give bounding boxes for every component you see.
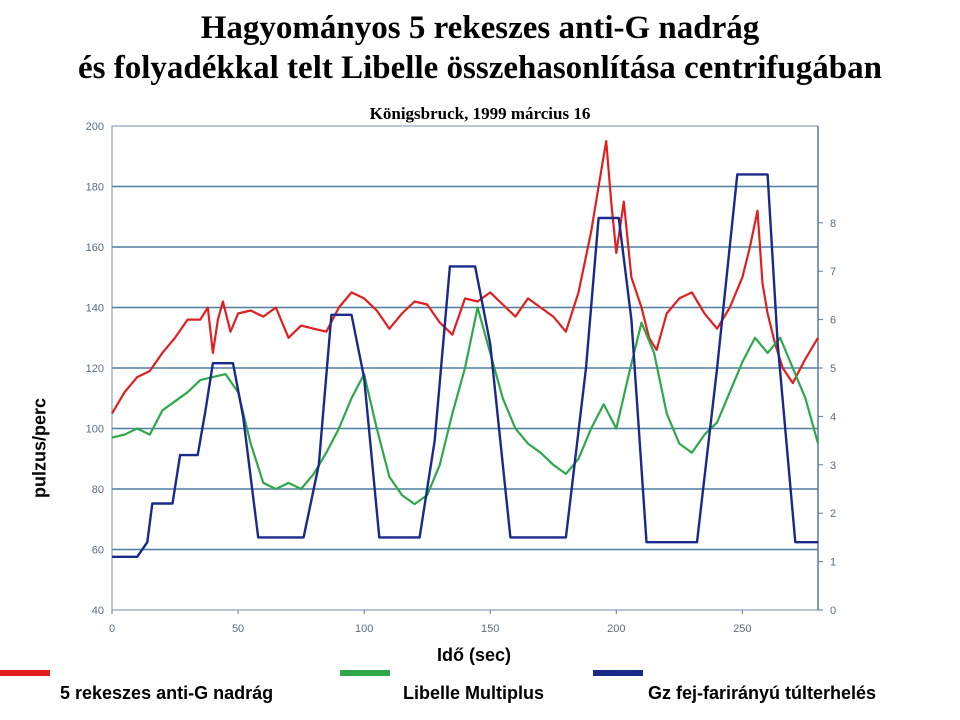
y2-tick-label: 3: [830, 460, 836, 472]
x-tick-label: 250: [733, 623, 751, 635]
y2-tick-label: 7: [830, 266, 836, 278]
legend-label-series-1: Libelle Multiplus: [403, 683, 545, 703]
x-axis-label: Idő (sec): [437, 645, 512, 665]
y2-tick-label: 2: [830, 508, 836, 520]
legend-label-series-0: 5 rekeszes anti-G nadrág: [60, 683, 274, 703]
legend-swatch-series-1: [340, 670, 390, 676]
y-tick-label: 120: [86, 363, 104, 375]
y-tick-label: 40: [92, 605, 104, 617]
chart-title-line2: és folyadékkal telt Libelle összehasonlí…: [78, 50, 882, 86]
y-tick-label: 200: [86, 121, 104, 133]
y2-tick-label: 1: [830, 557, 836, 569]
y2-tick-label: 0: [830, 605, 836, 617]
y2-tick-label: 6: [830, 315, 836, 327]
x-tick-label: 150: [481, 623, 499, 635]
x-tick-label: 200: [607, 623, 625, 635]
y-tick-label: 100: [86, 424, 104, 436]
x-tick-label: 50: [232, 623, 244, 635]
x-tick-label: 0: [109, 623, 115, 635]
y2-tick-label: 8: [830, 218, 836, 230]
chart-subtitle: Königsbruck, 1999 március 16: [369, 104, 591, 123]
legend-swatch-series-0: [0, 670, 50, 676]
series-line-0: [111, 140, 819, 414]
series-line-1: [111, 306, 820, 506]
series-line-2: [112, 173, 818, 558]
x-tick-label: 100: [355, 623, 373, 635]
chart-title: Hagyományos 5 rekeszes anti-G nadrág: [200, 10, 760, 46]
y-tick-label: 180: [86, 182, 104, 194]
y2-tick-label: 5: [830, 363, 836, 375]
y-tick-label: 60: [92, 545, 104, 557]
y2-tick-label: 4: [830, 411, 836, 423]
y-tick-label: 160: [86, 242, 104, 254]
legend-label-series-2: Gz fej-farirányú túlterhelés: [648, 683, 877, 703]
y-axis-label: pulzus/perc: [29, 397, 50, 499]
y-tick-label: 140: [86, 303, 104, 315]
y-tick-label: 80: [92, 484, 104, 496]
legend-swatch-series-2: [593, 670, 643, 676]
